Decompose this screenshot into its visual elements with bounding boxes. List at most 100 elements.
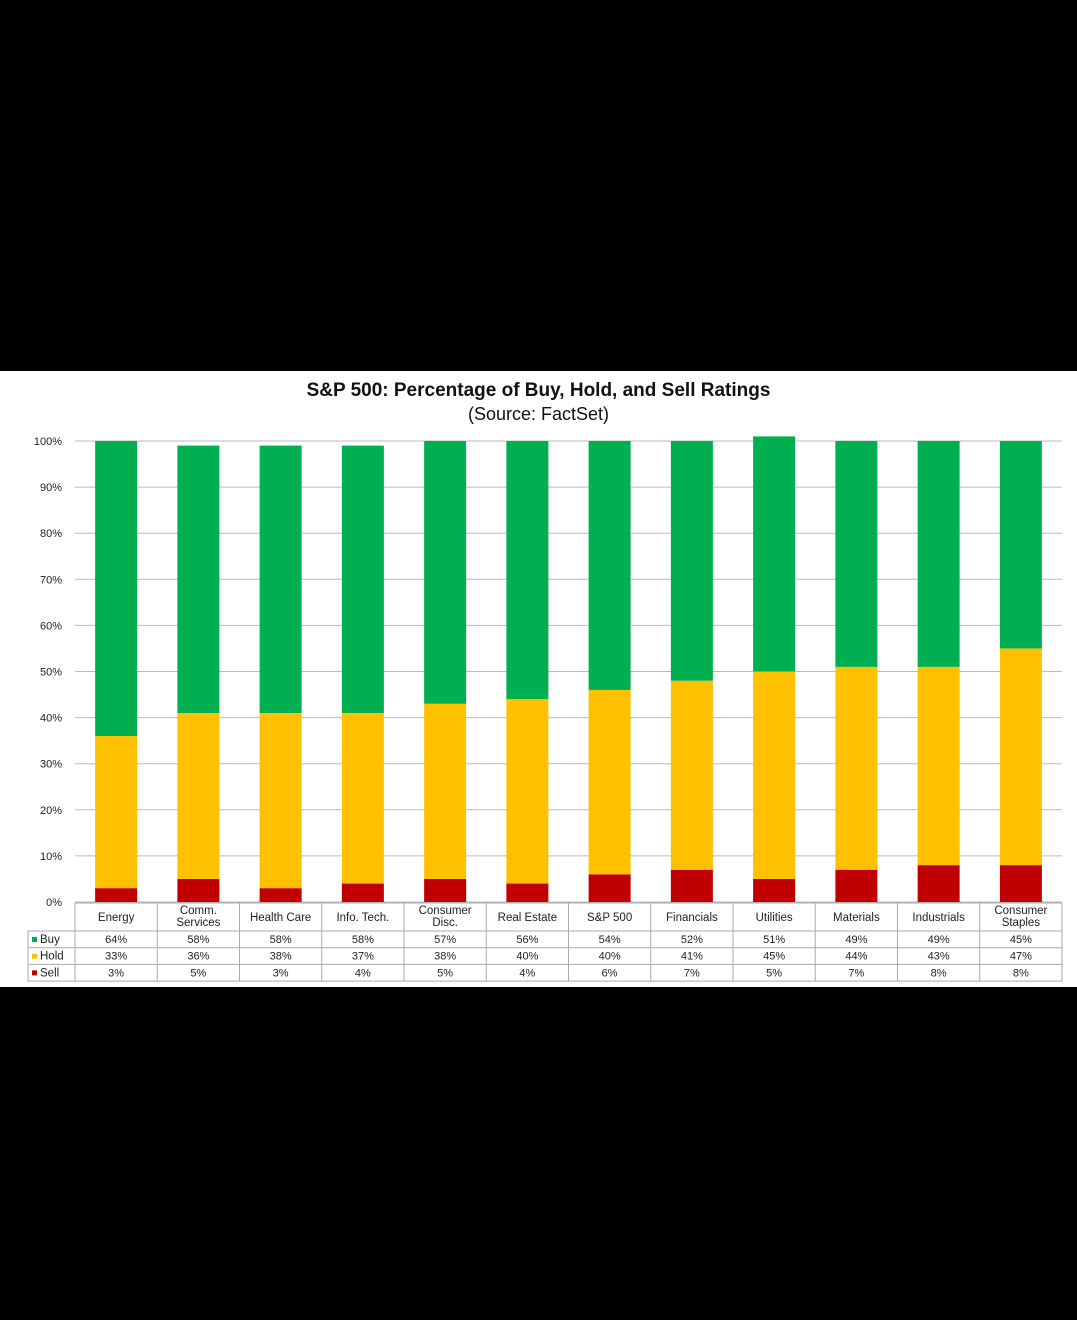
data-label: 5% xyxy=(766,967,782,979)
bar-hold xyxy=(835,666,878,870)
legend-label: Buy xyxy=(40,934,60,946)
bar-buy xyxy=(670,441,713,681)
data-label: 57% xyxy=(434,934,456,946)
data-label: 37% xyxy=(352,951,374,963)
data-label: 5% xyxy=(190,967,206,979)
data-label: 45% xyxy=(1010,934,1032,946)
category-label: Materials xyxy=(833,912,880,924)
bar-hold xyxy=(753,671,796,879)
data-label: 38% xyxy=(434,951,456,963)
bar-hold xyxy=(341,712,384,884)
category-label: Staples xyxy=(1002,917,1041,929)
data-label: 51% xyxy=(763,934,785,946)
legend-label: Hold xyxy=(40,951,64,963)
bar-hold xyxy=(424,703,467,879)
data-label: 7% xyxy=(848,967,864,979)
y-tick-label: 30% xyxy=(40,759,62,771)
data-label: 8% xyxy=(1013,967,1029,979)
data-label: 45% xyxy=(763,951,785,963)
data-label: 6% xyxy=(602,967,618,979)
data-label: 4% xyxy=(355,967,371,979)
bar-buy xyxy=(999,441,1042,649)
category-label: Financials xyxy=(666,912,718,924)
bar-buy xyxy=(177,445,220,713)
data-label: 38% xyxy=(270,951,292,963)
data-label: 47% xyxy=(1010,951,1032,963)
bar-sell xyxy=(259,888,302,902)
data-label: 40% xyxy=(516,951,538,963)
bar-sell xyxy=(95,888,138,902)
bar-sell xyxy=(588,874,631,902)
data-label: 58% xyxy=(187,934,209,946)
y-tick-label: 100% xyxy=(34,436,62,448)
category-label: Health Care xyxy=(250,912,311,924)
category-label: Disc. xyxy=(432,917,458,929)
data-table-border xyxy=(27,930,1063,982)
data-label: 3% xyxy=(108,967,124,979)
bar-hold xyxy=(999,648,1042,866)
data-label: 58% xyxy=(352,934,374,946)
y-tick-label: 90% xyxy=(40,482,62,494)
bar-buy xyxy=(95,441,138,737)
category-label: Info. Tech. xyxy=(336,912,389,924)
category-label: Consumer xyxy=(994,905,1047,917)
bar-sell xyxy=(917,865,960,902)
category-label: Comm. xyxy=(180,905,217,917)
data-label: 49% xyxy=(928,934,950,946)
data-label: 43% xyxy=(928,951,950,963)
bar-hold xyxy=(177,712,220,879)
data-label: 52% xyxy=(681,934,703,946)
data-label: 33% xyxy=(105,951,127,963)
bar-buy xyxy=(753,436,796,672)
bar-sell xyxy=(753,878,796,902)
bar-sell xyxy=(424,878,467,902)
y-tick-label: 40% xyxy=(40,713,62,725)
legend-swatch-hold xyxy=(32,953,37,959)
data-label: 56% xyxy=(516,934,538,946)
y-tick-label: 0% xyxy=(46,897,62,909)
y-tick-label: 10% xyxy=(40,851,62,863)
bar-sell xyxy=(506,883,549,902)
data-label: 41% xyxy=(681,951,703,963)
category-label: Real Estate xyxy=(498,912,557,924)
bar-hold xyxy=(917,666,960,866)
data-label: 40% xyxy=(599,951,621,963)
category-label: Utilities xyxy=(756,912,793,924)
bar-buy xyxy=(588,441,631,690)
bar-buy xyxy=(506,441,549,700)
bar-hold xyxy=(259,712,302,889)
category-label: Industrials xyxy=(912,912,965,924)
stacked-bar-chart: 0% 10% 20% 30% 40% 50% 60% 70% 80% 90% 100% Energy C… xyxy=(27,436,1063,982)
data-label: 3% xyxy=(273,967,289,979)
data-label: 7% xyxy=(684,967,700,979)
bar-sell xyxy=(835,869,878,902)
data-label: 8% xyxy=(931,967,947,979)
data-label: 36% xyxy=(187,951,209,963)
bar-sell xyxy=(177,878,220,902)
bar-sell xyxy=(999,865,1042,902)
data-label: 5% xyxy=(437,967,453,979)
y-tick-label: 60% xyxy=(40,620,62,632)
data-label: 64% xyxy=(105,934,127,946)
legend-swatch-sell xyxy=(32,970,37,976)
bar-hold xyxy=(95,736,138,889)
chart-title: S&P 500: Percentage of Buy, Hold, and Se… xyxy=(306,380,771,401)
data-label: 44% xyxy=(845,951,867,963)
chart-subtitle: (Source: FactSet) xyxy=(467,404,610,424)
bar-hold xyxy=(588,689,631,875)
category-label: S&P 500 xyxy=(587,912,632,924)
data-label: 58% xyxy=(270,934,292,946)
bar-buy xyxy=(341,445,384,713)
bar-hold xyxy=(506,699,549,884)
data-label: 54% xyxy=(599,934,621,946)
category-label: Consumer xyxy=(419,905,472,917)
bar-sell xyxy=(670,869,713,902)
bar-buy xyxy=(917,441,960,667)
bar-sell xyxy=(341,883,384,902)
category-label: Energy xyxy=(98,912,135,924)
y-tick-label: 80% xyxy=(40,528,62,540)
bar-buy xyxy=(259,445,302,713)
y-tick-label: 50% xyxy=(40,667,62,679)
category-label: Services xyxy=(176,917,220,929)
y-tick-label: 20% xyxy=(40,805,62,817)
